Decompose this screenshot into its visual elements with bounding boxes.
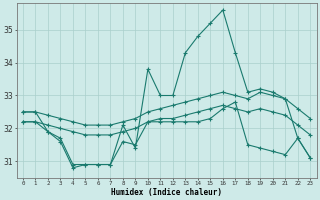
X-axis label: Humidex (Indice chaleur): Humidex (Indice chaleur) — [111, 188, 222, 197]
